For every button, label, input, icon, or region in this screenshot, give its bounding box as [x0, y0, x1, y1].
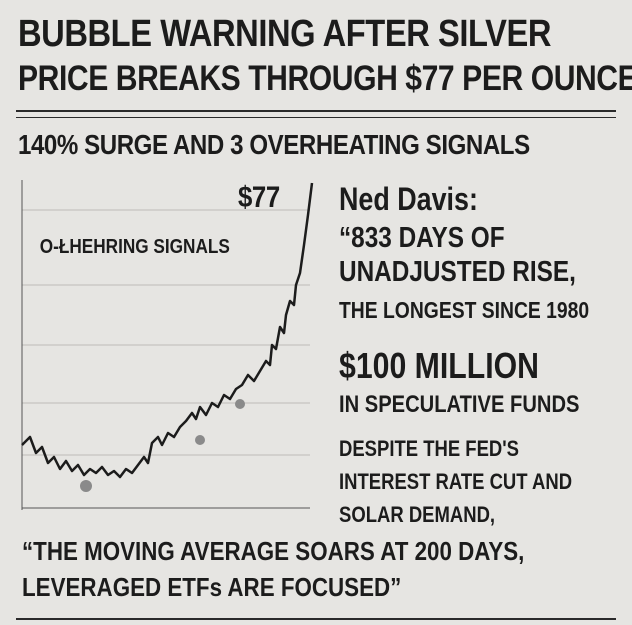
price-label: $77	[238, 181, 280, 214]
funds-amount: $100 MILLION	[339, 345, 539, 386]
chart-gridlines	[22, 209, 310, 456]
divider-top	[16, 110, 616, 112]
divider-bottom	[16, 618, 616, 620]
despite-line-3: SOLAR DEMAND,	[339, 502, 496, 527]
source-name: Ned Davis:	[339, 181, 478, 217]
signal-marker	[235, 399, 245, 409]
headline-line-2: PRICE BREAKS THROUGH $77 PER OUNCE	[18, 59, 632, 98]
divider-sub	[16, 117, 616, 118]
price-line	[21, 182, 314, 479]
quote-line-3: THE LONGEST SINCE 1980	[339, 297, 590, 323]
despite-line-2: INTEREST RATE CUT AND	[339, 469, 573, 494]
chart-signal-label: O-ŁHEHRING SIGNALS	[38, 236, 232, 259]
bottom-quote-line-1: “THE MOVING AVERAGE SOARS AT 200 DAYS,	[22, 536, 525, 566]
price-chart	[21, 180, 314, 510]
quote-line-2: UNADJUSTED RISE,	[339, 256, 576, 288]
quote-line-1: “833 DAYS OF	[339, 222, 505, 254]
signal-marker	[195, 435, 205, 445]
despite-line-1: DESPITE THE FED'S	[339, 436, 519, 461]
headline-line-1: BUBBLE WARNING AFTER SILVER	[18, 13, 552, 55]
funds-description: IN SPECULATIVE FUNDS	[339, 391, 580, 418]
bottom-quote-line-2: LEVERAGED ETFs ARE FOCUSED”	[22, 572, 402, 602]
signal-marker	[80, 480, 92, 492]
subheadline: 140% SURGE AND 3 OVERHEATING SIGNALS	[18, 129, 530, 160]
